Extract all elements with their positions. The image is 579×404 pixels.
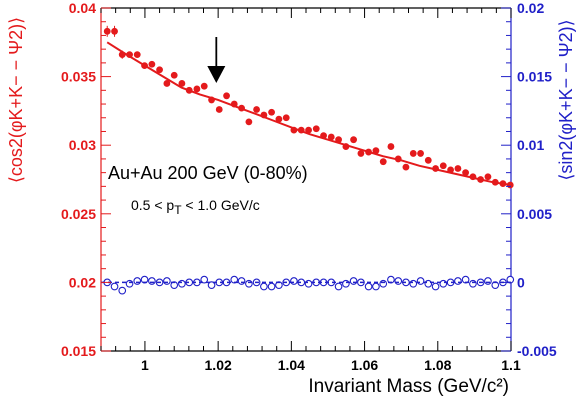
cos2-data-point: [312, 125, 320, 133]
left-tick-label: 0.02: [69, 274, 96, 290]
cos2-data-point: [200, 82, 208, 90]
sin2-data-point: [163, 277, 171, 285]
sin2-data-point: [118, 286, 127, 295]
x-tick-label: 1.1: [501, 357, 521, 373]
sin2-data-point: [290, 277, 298, 285]
cos2-data-point: [387, 143, 395, 150]
cos2-data-point: [409, 150, 417, 157]
cos2-data-point: [170, 71, 178, 79]
cos2-data-point: [223, 92, 230, 100]
sin2-data-point: [424, 279, 433, 288]
x-tick-label: 1: [141, 357, 149, 373]
arrow-marker: [207, 37, 226, 83]
right-y-axis-label: ⟨sin2(φK+K− − Ψ2)⟩: [556, 19, 576, 180]
sin2-data-point: [267, 282, 276, 291]
sin2-data-point: [304, 279, 313, 288]
sin2-data-point: [379, 279, 388, 288]
sin2-data-point: [260, 282, 268, 291]
pt-range-annotation: 0.5 < pT < 1.0 GeV/c: [131, 197, 260, 217]
cos2-data-point: [103, 27, 111, 35]
sin2-data-point: [178, 279, 186, 288]
axis-ticks: 1 1.02 1.04 1.06 1.08 1.1 0.015 0.02 0.025 0.03 0.…: [61, 0, 557, 373]
sin2-data-point: [342, 279, 350, 288]
sin2-data-point: [409, 279, 418, 288]
system-annotation: Au+Au 200 GeV (0-80%): [108, 163, 308, 183]
sin2-data-point: [207, 281, 216, 289]
cos2-data-point: [245, 118, 253, 126]
right-tick-label: 0.005: [517, 206, 552, 222]
right-tick-label: 0.02: [517, 0, 544, 16]
cos2-data-point: [350, 136, 357, 144]
cos2-data-point: [454, 165, 462, 172]
cos2-data-point: [163, 80, 171, 87]
sin2-data-point: [469, 279, 477, 288]
cos2-data-point: [357, 150, 365, 157]
x-tick-label: 1.02: [205, 357, 232, 373]
sin2-data-point: [364, 282, 373, 291]
x-tick-label: 1.08: [424, 357, 451, 373]
sin2-data-point: [133, 277, 142, 285]
x-tick-label: 1.04: [278, 357, 305, 373]
sin2-data-point: [394, 277, 403, 285]
left-tick-label: 0.035: [61, 69, 96, 85]
right-tick-label: -0.005: [517, 343, 557, 359]
left-tick-label: 0.04: [69, 0, 96, 16]
arrow-head: [207, 66, 226, 83]
cos2-data-point: [305, 126, 312, 134]
sin2-data-point: [454, 277, 462, 285]
cos2-data-point: [417, 150, 424, 157]
sin2-data-point: [372, 282, 380, 291]
right-tick-label: 0: [517, 274, 525, 290]
cos2-data-point: [379, 158, 387, 166]
sin2-data-point: [439, 279, 448, 288]
sin2-data-point: [237, 277, 246, 285]
cos2-data-point: [193, 85, 201, 93]
right-tick-label: 0.01: [517, 137, 544, 153]
sin2-data-point: [431, 282, 440, 291]
chart-marks: [101, 25, 515, 295]
cos2-data-point: [462, 169, 470, 177]
cos2-data-point: [111, 27, 118, 35]
cos2-data-point: [282, 114, 290, 122]
x-axis-label: Invariant Mass (GeV/c²): [308, 376, 509, 397]
cos2-data-point: [402, 163, 410, 171]
right-tick-label: 0.015: [517, 69, 552, 85]
sin2-data-point: [245, 279, 253, 288]
cos2-data-point: [178, 80, 186, 87]
cos2-data-point: [156, 66, 163, 74]
sin2-data-point: [484, 277, 492, 285]
cos2-data-point: [148, 60, 156, 68]
cos2-data-point: [215, 106, 223, 113]
x-tick-label: 1.06: [351, 357, 378, 373]
cos2-data-point: [268, 108, 275, 116]
cos2-data-point: [133, 51, 141, 59]
cos2-data-point: [424, 156, 432, 164]
sin2-data-point: [349, 277, 358, 285]
cos2-data-point: [484, 173, 492, 181]
sin2-data-point: [334, 282, 343, 291]
left-tick-label: 0.025: [61, 206, 96, 222]
left-tick-label: 0.03: [69, 137, 96, 153]
cos2-data-point: [327, 133, 335, 141]
cos2-data-point: [253, 106, 260, 113]
cos2-data-point: [372, 147, 380, 155]
sin2-data-point: [416, 277, 425, 285]
fit-line: [106, 41, 512, 186]
left-tick-label: 0.015: [61, 343, 96, 359]
cos2-data-point: [439, 162, 447, 170]
sin2-data-point: [110, 282, 119, 291]
left-y-axis-label: ⟨cos2(φK+K− − Ψ2)⟩: [6, 17, 26, 183]
sin2-data-point: [125, 279, 134, 288]
cos2-data-point: [275, 115, 283, 123]
sin2-data-point: [148, 277, 156, 285]
sin2-data-point: [200, 275, 209, 284]
